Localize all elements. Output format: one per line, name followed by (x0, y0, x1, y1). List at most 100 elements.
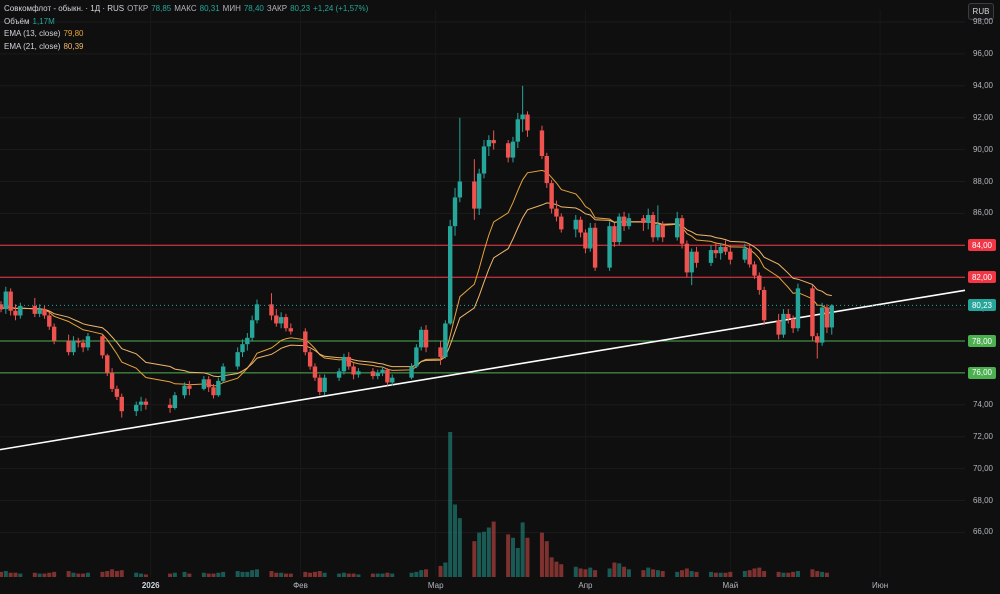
volume-bar (81, 573, 86, 577)
candle (278, 312, 284, 329)
candle-body (723, 246, 728, 252)
candle-body (617, 216, 622, 243)
volume-bar (42, 573, 47, 577)
candle (525, 111, 530, 137)
candle-body (322, 377, 327, 393)
level-price-label: 78,00 (968, 335, 996, 347)
candle (172, 392, 178, 410)
volume-bar (424, 569, 429, 577)
candle (554, 200, 559, 222)
candle (32, 297, 38, 318)
candle-body (481, 146, 487, 174)
ema13-legend-row[interactable]: EMA (13, close) 79,80 (4, 28, 368, 41)
ohlc-low-label: МИН (222, 4, 241, 13)
price-tick-label: 70,00 (972, 463, 993, 473)
candle-body (684, 243, 690, 273)
candle (138, 396, 144, 412)
volume-legend-row[interactable]: Объём 1,17M (4, 16, 368, 29)
candle-body (307, 352, 313, 367)
volume-bar (139, 573, 144, 577)
volume-bar (182, 571, 187, 577)
trendline[interactable] (0, 289, 966, 451)
candle (617, 213, 622, 246)
candle (515, 112, 521, 149)
candle (752, 261, 757, 279)
candle (815, 333, 820, 359)
candle (66, 334, 71, 356)
candle (47, 312, 52, 330)
symbol-title[interactable]: Совкомфлот - обыкн. · 1Д · RUS (4, 4, 125, 13)
candle-body (646, 214, 651, 223)
volume-bar (206, 573, 211, 577)
candle-body (578, 219, 583, 233)
candle (0, 301, 4, 313)
candle-body (341, 356, 347, 372)
volume-bar (660, 571, 665, 577)
candle (443, 320, 448, 359)
volume-bar (168, 573, 173, 577)
volume-bar (448, 432, 453, 577)
candle-body (105, 355, 110, 373)
candle-body (559, 216, 564, 230)
candle-body (71, 341, 76, 353)
volume-bar (718, 572, 723, 577)
ema21-legend-row[interactable]: EMA (21, close) 80,39 (4, 41, 368, 54)
candle-body (312, 366, 318, 378)
candle-body (303, 331, 308, 353)
candle (790, 315, 796, 334)
volume-bar (134, 572, 139, 577)
candle (689, 248, 694, 286)
time-tick-label: Фев (293, 581, 308, 590)
candle (119, 393, 124, 418)
candle-body (824, 307, 830, 328)
candle-body (187, 385, 192, 389)
candle (114, 385, 120, 401)
change-value: +1,24 (+1,57%) (313, 4, 369, 13)
candle (100, 334, 105, 359)
candle (206, 376, 211, 393)
candle (143, 398, 149, 410)
candle-body (742, 248, 748, 260)
volume-bar (593, 570, 598, 577)
candle (592, 222, 598, 271)
candle (423, 325, 429, 353)
candle (385, 368, 390, 386)
candle (520, 85, 525, 133)
candle-body (520, 114, 525, 120)
volume-bar (539, 532, 544, 577)
candle (612, 222, 617, 247)
candle-body (375, 372, 380, 377)
candle-body (583, 232, 588, 249)
volume-bar (85, 572, 90, 577)
candle-body (679, 218, 685, 244)
volume-bar (351, 573, 356, 577)
time-tick-label: 2026 (141, 581, 160, 590)
volume-bar (346, 573, 351, 577)
currency-button[interactable]: RUB (968, 3, 994, 20)
ema21-value: 80,39 (63, 41, 84, 51)
volume-bar (795, 571, 800, 577)
candle (336, 368, 342, 381)
symbol-row: Совкомфлот - обыкн. · 1Д · RUS ОТКР 78,85… (4, 3, 368, 16)
candle-body (708, 250, 714, 263)
volume-bar (250, 570, 255, 577)
candle-body (385, 369, 390, 383)
candle-body (283, 317, 289, 329)
volume-bar (510, 537, 515, 577)
candle-body (491, 140, 496, 144)
candle-body (795, 288, 801, 329)
ema21-label: EMA (21, close) (4, 41, 61, 51)
candle (240, 339, 245, 357)
candle (795, 283, 801, 332)
candle (85, 333, 91, 351)
candle (486, 135, 492, 156)
candle-body (85, 336, 91, 348)
candle (578, 216, 583, 238)
candle-body (42, 309, 47, 316)
candle (71, 336, 76, 356)
candle (105, 353, 110, 377)
candle-body (245, 337, 250, 345)
volume-bar (506, 534, 511, 577)
candle (718, 243, 723, 260)
